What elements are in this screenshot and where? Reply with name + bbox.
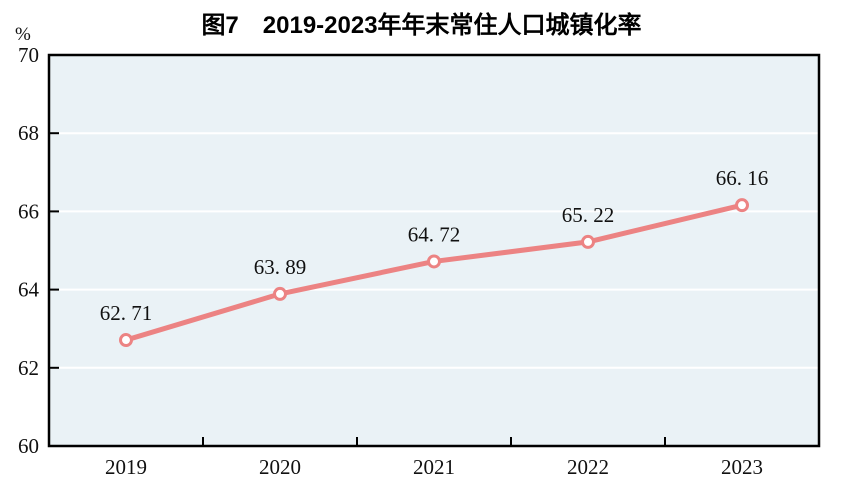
y-axis-tick-label: 62 [18,356,39,380]
x-axis-tick-label: 2021 [413,455,455,479]
x-axis-tick-label: 2022 [567,455,609,479]
data-point-label: 65. 22 [562,203,615,227]
data-point-label: 63. 89 [254,255,307,279]
y-axis-unit-label: % [15,24,31,45]
data-point-marker [427,254,441,269]
y-axis-tick-label: 66 [18,199,39,223]
plot-border [47,53,821,448]
data-point-marker [119,333,133,348]
data-point-marker [581,234,595,249]
data-point-label: 66. 16 [716,166,769,190]
data-point-label: 62. 71 [100,301,153,325]
x-axis-tick-label: 2020 [259,455,301,479]
y-axis-tick-label: 70 [18,43,39,67]
data-point-label: 64. 72 [408,222,461,246]
x-axis-tick-label: 2019 [105,455,147,479]
y-axis-tick-label: 64 [18,278,40,302]
plot-area [49,55,819,446]
chart-title: 图7 2019-2023年年末常住人口城镇化率 [201,12,642,39]
x-axis-tick-label: 2023 [721,455,763,479]
y-axis-tick-label: 68 [18,121,39,145]
y-axis-tick-label: 60 [18,434,39,458]
data-point-marker [273,286,287,301]
data-point-marker [735,198,749,213]
